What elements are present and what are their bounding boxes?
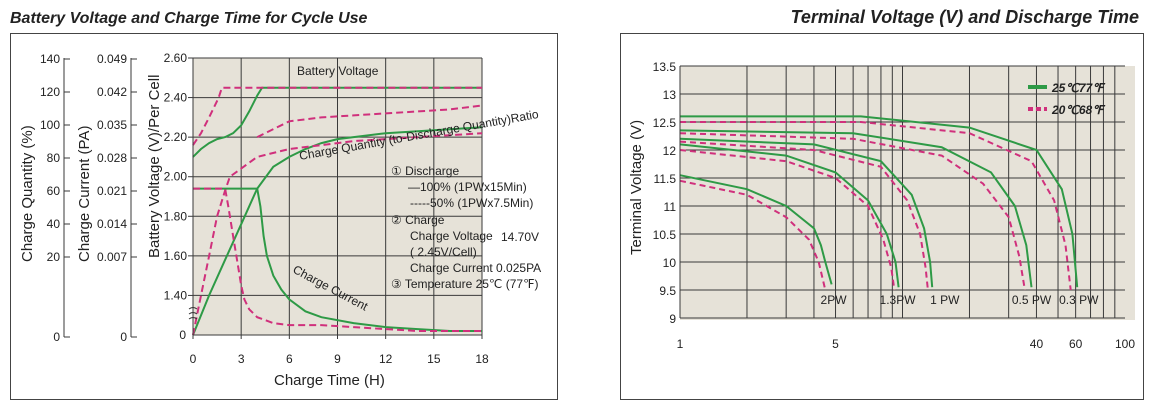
right-y-tick-label: 13.5 [653,60,677,74]
note-discharge-100: —100% (1PWx15Min) [408,180,527,194]
curve-label: 0.3 PW [1059,293,1099,307]
extra-axis-tick-label: 60 [47,184,61,198]
series-line-quantity-dashed [192,132,483,336]
extra-axis-tick-label: 0.014 [97,217,127,231]
left-y-tick-label: 1.60 [164,249,188,263]
right-y-tick-label: 12 [663,144,677,158]
series-line-2PW-solid [679,174,833,285]
note-charge-voltage-value: 14.70V [501,230,539,244]
left-chart-title: Battery Voltage and Charge Time for Cycl… [10,10,368,27]
curve-label: 0.5 PW [1012,293,1052,307]
legend-20c-label: 20℃68℉ [1051,103,1106,117]
series-line-2PW-dashed [679,179,827,291]
left-x-tick-label: 18 [475,352,489,366]
extra-axis-tick-label: 0.028 [97,151,127,165]
right-axes: 9 9.5 10 10.5 11 11.5 12 12.5 13 13.5 1 5 40 60 100 [653,60,1136,351]
extra-axis-tick-label: 0.007 [97,250,127,264]
left-x-tick-label: 12 [379,352,393,366]
left-y-tick-label: 2.00 [164,170,188,184]
curve-label: 1.3PW [880,293,917,307]
extra-axis-tick-label: 80 [47,151,61,165]
note-charge-voltage: Charge Voltage [410,229,493,243]
left-y-tick-label: 1.40 [164,288,188,302]
legend-25c-label: 25℃77℉ [1051,81,1106,95]
note-discharge: ① Discharge [391,164,459,178]
curve-label: 2PW [821,293,848,307]
left-curves [192,86,483,336]
series-line-05PW-solid [679,129,1033,288]
extra-axis-tick-label: 140 [40,52,60,66]
series-line-03PW-dashed [680,121,1072,291]
left-charge-quantity-axis-label: Charge Quantity (%) [19,125,36,262]
extra-axis-tick-label: 40 [47,217,61,231]
extra-axis-tick-label: 120 [40,85,60,99]
series-line-03PW-solid [680,115,1079,288]
right-x-tick-label: 40 [1030,337,1044,351]
right-y-tick-label: 13 [663,88,677,102]
right-y-tick-label: 10 [663,256,677,270]
right-y-axis-label: Terminal Voltage (V) [628,120,645,255]
series-line-05PW-dashed [679,132,1026,291]
extra-axis-tick-label: 0.049 [97,52,127,66]
extra-axis-tick-label: 0.035 [97,118,127,132]
battery-voltage-label: Battery Voltage [297,64,379,78]
right-y-tick-label: 9.5 [659,284,676,298]
right-x-tick-label: 60 [1069,337,1083,351]
series-line-13PW-solid [679,143,900,288]
right-x-tick-label: 100 [1115,337,1135,351]
note-charge-current: Charge Current 0.025PA [410,261,541,275]
note-temperature: ③ Temperature 25℃ (77℉) [391,277,539,291]
extra-axis-tick-label: 0 [120,330,127,344]
series-line-1PW-dashed [679,140,929,291]
right-y-tick-label: 11 [664,200,677,214]
series-line-current-dashed [193,187,482,332]
series-line-quantity-solid [192,126,483,336]
left-x-tick-label: 3 [238,352,245,366]
right-y-tick-label: 12.5 [653,116,677,130]
right-y-tick-label: 10.5 [653,228,677,242]
right-x-tick-label: 1 [677,337,684,351]
left-x-tick-label: 0 [190,352,197,366]
series-line-voltage-solid [192,86,482,158]
left-y-axis-label: Battery Voltage (V)/Per Cell [146,75,163,258]
left-x-tick-label: 9 [334,352,341,366]
right-y-tick-label: 9 [669,312,676,326]
extra-axis-tick-label: 0 [53,330,60,344]
note-discharge-50: -----50% (1PWx7.5Min) [410,196,533,210]
note-charge: ② Charge [391,213,445,227]
series-line-1PW-solid [679,137,934,288]
left-x-tick-label: 15 [427,352,441,366]
left-y-tick-label: 2.20 [164,130,188,144]
series-line-13PW-dashed [679,149,896,291]
left-y-tick-label: 2.60 [164,51,188,65]
extra-axis-tick-label: 0.042 [97,85,127,99]
left-y-tick-label: 0 [179,328,186,342]
axis-break-icon [188,307,198,320]
series-line-current-solid [193,187,482,332]
right-x-tick-label: 5 [832,337,839,351]
right-legend: 25℃77℉ 20℃68℉ [1028,81,1106,117]
extra-axis-tick-label: 20 [47,250,61,264]
left-x-tick-label: 6 [286,352,293,366]
left-charge-current-axis-label: Charge Current (PA) [76,126,93,262]
right-chart-title: Terminal Voltage (V) and Discharge Time [791,7,1139,27]
note-cell-voltage: ( 2.45V/Cell) [410,245,477,259]
left-y-tick-label: 1.80 [164,209,188,223]
series-line-voltage-secondary-dashed [256,104,483,138]
left-y-tick-label: 2.40 [164,91,188,105]
left-x-axis-label: Charge Time (H) [274,372,385,389]
curve-label: 1 PW [930,293,960,307]
extra-axis-tick-label: 0.021 [97,184,127,198]
right-y-tick-label: 11.5 [654,172,677,186]
right-curves: 2PW 1.3PW 1 PW 0.5 PW 0.3 PW [679,115,1099,307]
extra-axis-tick-label: 100 [40,118,60,132]
